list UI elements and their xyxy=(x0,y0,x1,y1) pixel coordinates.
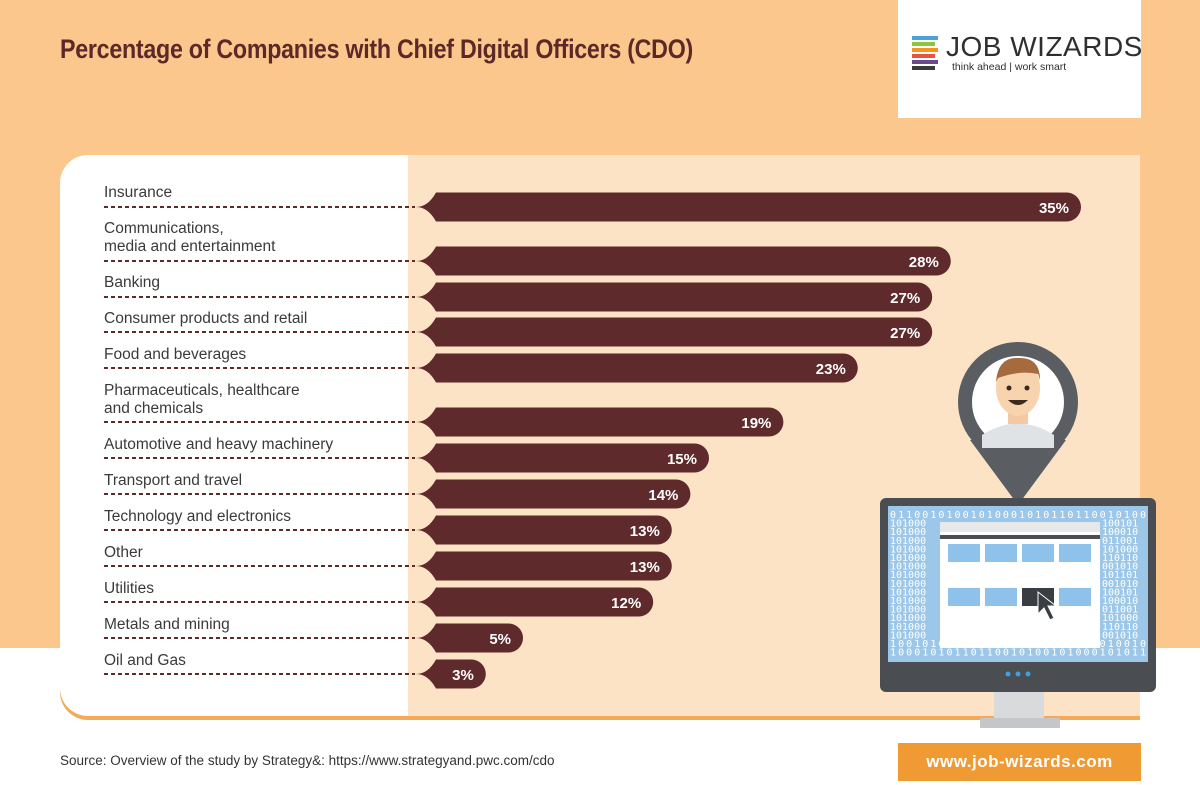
bar-value-label: 14% xyxy=(648,487,678,504)
category-label: Other xyxy=(104,544,143,561)
binary-row: 101000 xyxy=(890,596,926,607)
category-label: Insurance xyxy=(104,184,172,201)
category-label: Communications, xyxy=(104,220,224,237)
binary-row: 101000 xyxy=(1102,613,1138,624)
logo-stripe xyxy=(912,66,935,70)
logo-stripes-icon xyxy=(912,36,938,72)
bar xyxy=(416,623,523,653)
category-label: and chemicals xyxy=(104,400,203,417)
bar xyxy=(416,317,933,347)
bar-value-label: 13% xyxy=(630,559,660,576)
bar-value-label: 13% xyxy=(630,523,660,540)
bar-value-label: 28% xyxy=(909,254,939,271)
bar xyxy=(416,551,672,581)
binary-row: 101000 xyxy=(890,519,926,530)
binary-row: 101000 xyxy=(890,536,926,547)
binary-row: 100101 xyxy=(1102,519,1138,530)
category-label: Banking xyxy=(104,274,160,291)
binary-row: 100010 xyxy=(1102,596,1138,607)
bar xyxy=(416,246,951,276)
source-note: Source: Overview of the study by Strateg… xyxy=(60,753,555,768)
bar-value-label: 27% xyxy=(890,325,920,342)
category-label: Food and beverages xyxy=(104,346,246,363)
browser-window-icon xyxy=(940,522,1100,648)
category-label: media and entertainment xyxy=(104,238,276,255)
category-label: Oil and Gas xyxy=(104,652,186,669)
bar xyxy=(416,443,709,473)
binary-row: 100010 xyxy=(1102,527,1138,538)
website-link[interactable]: www.job-wizards.com xyxy=(898,743,1141,781)
binary-row: 110110 xyxy=(1102,622,1138,633)
category-label: Automotive and heavy machinery xyxy=(104,436,333,453)
binary-row: 101000 xyxy=(890,570,926,581)
bar xyxy=(416,479,691,509)
binary-row: 001010 xyxy=(1102,630,1138,641)
category-label: Pharmaceuticals, healthcare xyxy=(104,382,300,399)
bar xyxy=(416,587,654,617)
binary-row: 101000 xyxy=(890,527,926,538)
logo-stripe xyxy=(912,48,938,52)
binary-row: 001010 xyxy=(1102,579,1138,590)
bar xyxy=(416,659,486,689)
logo-name: JOB WIZARDS xyxy=(946,31,1143,62)
binary-row: 101000 xyxy=(890,553,926,564)
binary-row: 101000 xyxy=(890,579,926,590)
logo-tagline: think ahead | work smart xyxy=(952,61,1067,73)
logo-stripe xyxy=(912,60,938,64)
bar-value-label: 12% xyxy=(611,595,641,612)
binary-row: 101000 xyxy=(890,544,926,555)
bar-value-label: 3% xyxy=(452,667,474,684)
bar-value-label: 23% xyxy=(816,361,846,378)
bar-value-label: 19% xyxy=(741,415,771,432)
logo-stripe xyxy=(912,54,935,58)
bar xyxy=(416,192,1081,222)
category-label: Technology and electronics xyxy=(104,508,291,525)
page-title: Percentage of Companies with Chief Digit… xyxy=(60,34,693,64)
logo: JOB WIZARDS think ahead | work smart xyxy=(898,0,1143,118)
binary-row: 100101 xyxy=(1102,587,1138,598)
binary-row: 001010 xyxy=(1102,562,1138,573)
binary-row: 101000 xyxy=(890,562,926,573)
bar-value-label: 5% xyxy=(489,631,511,648)
binary-row: 101000 xyxy=(1102,544,1138,555)
binary-row: 011001 xyxy=(1102,605,1138,616)
bar xyxy=(416,353,858,383)
category-label: Consumer products and retail xyxy=(104,310,307,327)
category-label: Metals and mining xyxy=(104,616,230,633)
bar-value-label: 35% xyxy=(1039,200,1069,217)
binary-row: 101000 xyxy=(890,630,926,641)
person-avatar-icon xyxy=(982,357,1054,448)
bar-value-label: 27% xyxy=(890,290,920,307)
logo-stripe xyxy=(912,36,938,40)
binary-row: 101000 xyxy=(890,613,926,624)
category-label: Utilities xyxy=(104,580,154,597)
bar xyxy=(416,282,933,312)
bar xyxy=(416,407,784,437)
bar xyxy=(416,515,672,545)
binary-row: 011001 xyxy=(1102,536,1138,547)
chart-label-area xyxy=(60,155,408,716)
logo-stripe xyxy=(912,42,935,46)
binary-row: 101000 xyxy=(890,622,926,633)
bar-value-label: 15% xyxy=(667,451,697,468)
binary-row: 101101 xyxy=(1102,570,1138,581)
binary-row: 101000 xyxy=(890,605,926,616)
binary-row: 110110 xyxy=(1102,553,1138,564)
category-label: Transport and travel xyxy=(104,472,242,489)
binary-row: 101000 xyxy=(890,587,926,598)
